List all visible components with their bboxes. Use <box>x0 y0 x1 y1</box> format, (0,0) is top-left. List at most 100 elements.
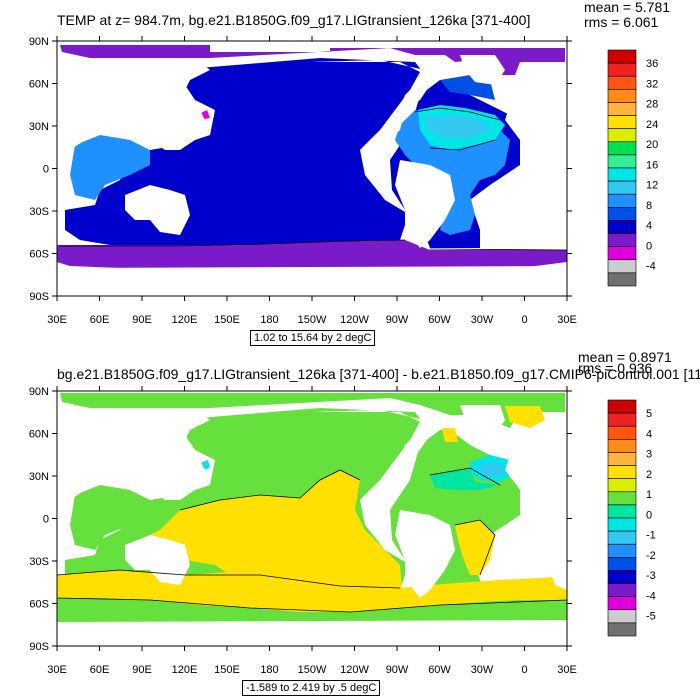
lon-label: 120E <box>172 664 198 676</box>
panel-title: bg.e21.B1850G.f09_g17.LIGtransient_126ka… <box>57 366 700 382</box>
colorbar-label: 16 <box>646 159 658 171</box>
colorbar-label: -1 <box>646 530 656 542</box>
contour-info-label: -1.589 to 2.419 by .5 degC <box>242 680 381 696</box>
colorbar-swatch <box>607 583 637 597</box>
colorbar-swatch <box>607 465 637 479</box>
colorbar-swatch <box>607 154 637 169</box>
lon-label: 30E <box>47 664 67 676</box>
colorbar-swatch <box>607 491 637 506</box>
colorbar-swatch <box>607 141 637 156</box>
colorbar-swatch <box>607 399 637 414</box>
colorbar-swatch <box>607 62 637 77</box>
colorbar-swatch <box>607 452 637 466</box>
map-plot: 90N 60N 30N 0 30S 60S 90S 30E 60E 90E 120E 150E 180 1… <box>29 36 658 326</box>
lon-label: 60E <box>90 664 110 676</box>
lon-label: 150W <box>298 664 327 676</box>
lon-label: 90W <box>386 314 409 326</box>
lat-label: 60S <box>29 599 49 611</box>
lat-label: 30S <box>29 206 49 218</box>
colorbar-swatch <box>607 478 637 493</box>
lon-label: 90E <box>132 314 152 326</box>
lat-label: 0 <box>43 514 49 526</box>
mean-value: mean = 5.781 <box>584 0 671 15</box>
axis-ticks: 90N 60N 30N 0 30S 60S 90S 30E 60E 90E 120E 150E 180 1… <box>29 36 577 326</box>
lon-label: 30E <box>557 664 577 676</box>
lon-label: 180 <box>260 664 278 676</box>
rms-value: rms = 0.936 <box>578 360 653 376</box>
lon-label: 30E <box>557 314 577 326</box>
lat-label: 90S <box>29 291 49 303</box>
lat-label: 30N <box>29 121 49 133</box>
lon-label: 150E <box>214 314 240 326</box>
map-plot: 90N 60N 30N 0 30S 60S 90S 30E 60E 90E 120E 150E 180 1… <box>29 386 656 676</box>
colorbar-swatch <box>607 272 637 287</box>
colorbar-swatch <box>607 439 637 453</box>
lat-label: 60S <box>29 249 49 261</box>
colorbar-label: 8 <box>646 200 652 212</box>
colorbar-swatch <box>607 517 637 532</box>
lon-label: 150E <box>214 664 240 676</box>
colorbar: 36 32 28 24 20 16 12 8 4 0 -4 <box>607 49 658 287</box>
colorbar-label: 12 <box>646 180 658 192</box>
colorbar-swatch <box>607 622 637 637</box>
colorbar-label: 2 <box>646 469 652 481</box>
colorbar-swatch <box>607 49 637 64</box>
lon-label: 120E <box>172 314 198 326</box>
colorbar-label: 3 <box>646 449 652 461</box>
colorbar-swatch <box>607 128 637 143</box>
colorbar-swatch <box>607 180 637 195</box>
lat-label: 90S <box>29 641 49 653</box>
lon-label: 60W <box>428 664 451 676</box>
lon-label: 60E <box>90 314 110 326</box>
lon-label: 90E <box>132 664 152 676</box>
lon-label: 60W <box>428 314 451 326</box>
colorbar-label: -4 <box>646 590 656 602</box>
rms-value: rms = 6.061 <box>584 14 659 30</box>
lon-label: 0 <box>521 664 527 676</box>
contour-info-label: 1.02 to 15.64 by 2 degC <box>250 330 376 346</box>
colorbar-label: 0 <box>646 509 652 521</box>
axis-ticks: 90N 60N 30N 0 30S 60S 90S 30E 60E 90E 120E 150E 180 1… <box>29 386 577 676</box>
colorbar-label: 0 <box>646 240 652 252</box>
colorbar-swatch <box>607 557 637 571</box>
colorbar-label: 24 <box>646 119 658 131</box>
mean-value: mean = 0.8971 <box>578 349 672 365</box>
colorbar-label: -4 <box>646 261 656 273</box>
stats-box: mean = 0.8971 rms = 0.936 <box>578 350 672 376</box>
colorbar-label: 5 <box>646 408 652 420</box>
colorbar-label: 1 <box>646 489 652 501</box>
lat-label: 60N <box>29 79 49 91</box>
colorbar-label: -2 <box>646 550 656 562</box>
stats-box: mean = 5.781 rms = 6.061 <box>584 0 670 30</box>
lat-label: 0 <box>43 164 49 176</box>
colorbar-swatch <box>607 233 637 247</box>
colorbar-label: -3 <box>646 570 656 582</box>
colorbar-swatch <box>607 115 637 129</box>
contour-lines <box>56 467 568 613</box>
colorbar-swatch <box>607 246 637 261</box>
panel-title: TEMP at z= 984.7m, bg.e21.B1850G.f09_g17… <box>57 12 531 28</box>
colorbar-swatch <box>607 504 637 519</box>
colorbar-label: 36 <box>646 58 658 70</box>
colorbar-swatch <box>607 89 637 103</box>
map-panel-bottom: bg.e21.B1850G.f09_g17.LIGtransient_126ka… <box>0 350 700 700</box>
colorbar-swatch <box>607 193 637 208</box>
colorbar-swatch <box>607 425 637 440</box>
colorbar-label: 32 <box>646 78 658 90</box>
colorbar-swatch <box>607 207 637 221</box>
land-masses <box>57 55 567 296</box>
lon-label: 0 <box>521 314 527 326</box>
colorbar-swatch <box>607 596 637 611</box>
colorbar-swatch <box>607 543 637 558</box>
colorbar-swatch <box>607 259 637 274</box>
lat-label: 30N <box>29 471 49 483</box>
lon-label: 90W <box>386 664 409 676</box>
lon-label: 180 <box>260 314 278 326</box>
lon-label: 30W <box>471 664 494 676</box>
colorbar-label: 28 <box>646 99 658 111</box>
lon-label: 150W <box>298 314 327 326</box>
lon-label: 120W <box>340 314 369 326</box>
lon-label: 120W <box>340 664 369 676</box>
colorbar-label: 4 <box>646 428 652 440</box>
lon-label: 30E <box>47 314 67 326</box>
